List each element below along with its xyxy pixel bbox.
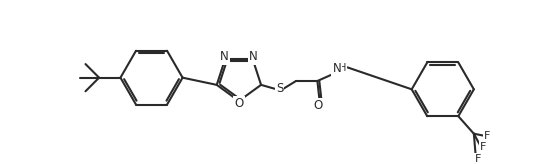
Text: H: H: [339, 63, 346, 73]
Text: N: N: [332, 62, 341, 75]
Text: S: S: [276, 82, 283, 95]
Text: F: F: [484, 131, 491, 141]
Text: O: O: [234, 97, 244, 110]
Text: F: F: [480, 142, 487, 152]
Text: F: F: [475, 154, 481, 164]
Text: O: O: [314, 99, 323, 112]
Text: N: N: [249, 50, 258, 63]
Text: N: N: [220, 50, 229, 63]
